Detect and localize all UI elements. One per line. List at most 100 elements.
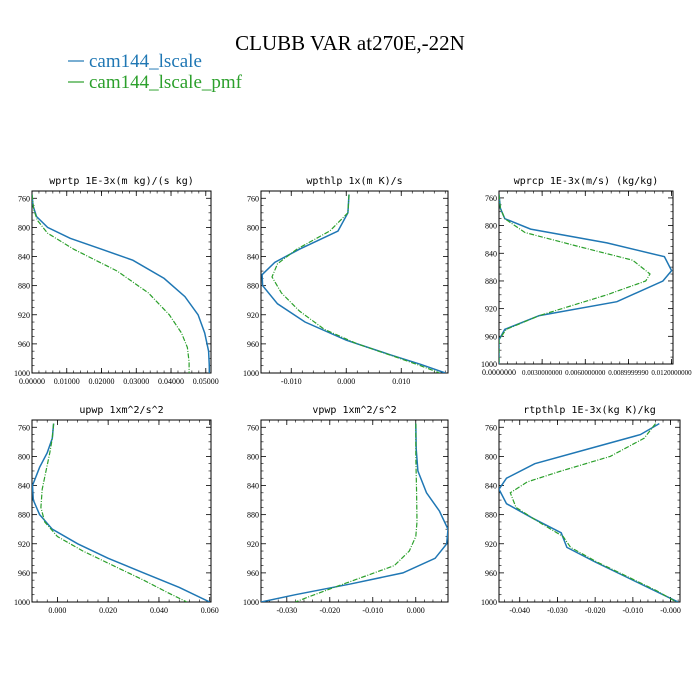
- x-tick-label: 0.0000000: [482, 368, 516, 377]
- y-tick-label: 960: [485, 569, 497, 578]
- x-tick-label: -0.010: [281, 377, 302, 386]
- x-tick-label: 0.000: [48, 606, 66, 615]
- x-tick-label: -0.010: [362, 606, 383, 615]
- y-tick-label: 960: [247, 340, 259, 349]
- figure-title: CLUBB VAR at270E,-22N: [235, 31, 465, 55]
- y-tick-label: 960: [485, 332, 497, 341]
- y-tick-label: 840: [485, 249, 497, 258]
- y-tick-label: 760: [18, 194, 30, 203]
- y-tick-label: 800: [247, 223, 259, 232]
- x-tick-label: -0.000: [660, 606, 681, 615]
- x-tick-label: 0.020: [99, 606, 117, 615]
- series-line-cam144-lscale-pmf: [271, 194, 441, 373]
- y-tick-label: 760: [485, 423, 497, 432]
- y-tick-label: 920: [485, 305, 497, 314]
- x-tick-label: 0.0089999990: [608, 369, 649, 377]
- x-tick-label: 0.03000: [123, 377, 149, 386]
- series-line-cam144-lscale-pmf: [295, 423, 418, 602]
- y-tick-label: 960: [18, 569, 30, 578]
- x-tick-label: 0.010: [392, 377, 410, 386]
- panel-3: wprcp 1E-3x(m/s) (kg/kg) 760 800 840 880 920 9…: [481, 176, 692, 377]
- x-tick-label: 0.0120000000: [651, 369, 692, 377]
- y-tick-label: 800: [18, 223, 30, 232]
- y-tick-label: 760: [485, 194, 497, 203]
- panel-5-title: vpwp 1xm^2/s^2: [312, 405, 396, 416]
- y-tick-label: 840: [18, 482, 30, 491]
- plot-frame: [498, 190, 674, 365]
- y-tick-label: 1000: [14, 369, 30, 378]
- series-line-cam144-lscale-pmf: [499, 194, 651, 364]
- y-tick-label: 960: [247, 569, 259, 578]
- y-tick-label: 920: [485, 540, 497, 549]
- y-tick-label: 1000: [481, 360, 497, 369]
- y-tick-label: 880: [18, 282, 30, 291]
- series-line-cam144-lscale-pmf: [40, 423, 188, 602]
- series-line-cam144-lscale: [499, 422, 679, 602]
- y-tick-label: 840: [247, 482, 259, 491]
- y-tick-label: 760: [18, 423, 30, 432]
- x-tick-label: -0.020: [585, 606, 606, 615]
- y-tick-label: 1000: [481, 598, 497, 607]
- x-tick-label: 0.060: [201, 606, 219, 615]
- panel-2-title: wpthlp 1x(m K)/s: [306, 176, 402, 187]
- plot-frame: [31, 419, 212, 603]
- y-tick-label: 840: [247, 253, 259, 262]
- y-tick-label: 880: [247, 511, 259, 520]
- y-tick-label: 880: [485, 511, 497, 520]
- panel-6: rtpthlp 1E-3x(kg K)/kg 760 800 840 880 920 960…: [481, 405, 681, 615]
- y-tick-label: 840: [485, 482, 497, 491]
- x-tick-label: 0.000: [337, 377, 355, 386]
- panels-area: wprtp 1E-3x(m kg)/(s kg) 760 800 840 880 920 9…: [14, 176, 692, 615]
- x-tick-label: 0.05000: [193, 377, 219, 386]
- y-tick-label: 920: [18, 540, 30, 549]
- y-tick-label: 760: [247, 423, 259, 432]
- x-tick-label: 0.00000: [19, 377, 45, 386]
- plot-frame: [498, 419, 681, 603]
- legend-label-cam144-lscale: cam144_lscale: [89, 51, 202, 72]
- x-tick-label: -0.040: [509, 606, 530, 615]
- panel-5: vpwp 1xm^2/s^2 760 800 840 880 920 960 1000 -0.0…: [243, 405, 449, 615]
- x-tick-label: 0.040: [150, 606, 168, 615]
- plot-frame: [260, 419, 449, 603]
- panel-4-title: upwp 1xm^2/s^2: [79, 405, 163, 416]
- x-tick-label: 0.04000: [158, 377, 184, 386]
- y-tick-label: 760: [247, 194, 259, 203]
- series-line-cam144-lscale: [261, 423, 448, 602]
- panel-2: wpthlp 1x(m K)/s 760 800 840 880 920 960 1000 -0…: [243, 176, 449, 386]
- x-tick-label: 0.000: [407, 606, 425, 615]
- y-tick-label: 880: [247, 282, 259, 291]
- x-tick-label: -0.030: [547, 606, 568, 615]
- plot-frame: [260, 190, 449, 374]
- y-tick-label: 920: [247, 311, 259, 320]
- panel-6-title: rtpthlp 1E-3x(kg K)/kg: [523, 405, 655, 416]
- y-tick-label: 800: [485, 222, 497, 231]
- y-tick-label: 960: [18, 340, 30, 349]
- y-tick-label: 800: [247, 452, 259, 461]
- x-tick-label: -0.010: [623, 606, 644, 615]
- y-tick-label: 1000: [243, 369, 259, 378]
- panel-4: upwp 1xm^2/s^2 760 800 840 880 920 960 1000 0.00…: [14, 405, 219, 615]
- y-tick-label: 880: [18, 511, 30, 520]
- panel-1-title: wprtp 1E-3x(m kg)/(s kg): [49, 176, 194, 187]
- x-tick-label: 0.01000: [54, 377, 80, 386]
- x-tick-label: -0.020: [319, 606, 340, 615]
- y-tick-label: 920: [18, 311, 30, 320]
- legend: cam144_lscale cam144_lscale_pmf: [68, 51, 243, 93]
- x-tick-label: 0.0030000000: [522, 369, 563, 377]
- panel-3-title: wprcp 1E-3x(m/s) (kg/kg): [514, 176, 659, 187]
- panel-1: wprtp 1E-3x(m kg)/(s kg) 760 800 840 880 920 9…: [14, 176, 219, 386]
- y-tick-label: 1000: [243, 598, 259, 607]
- y-tick-label: 800: [485, 452, 497, 461]
- y-tick-label: 880: [485, 277, 497, 286]
- x-tick-label: 0.02000: [89, 377, 115, 386]
- series-line-cam144-lscale: [32, 194, 211, 373]
- x-tick-label: 0.0060000000: [565, 369, 606, 377]
- y-tick-label: 920: [247, 540, 259, 549]
- y-tick-label: 1000: [14, 598, 30, 607]
- legend-label-cam144-lscale-pmf: cam144_lscale_pmf: [89, 72, 243, 93]
- plot-frame: [31, 190, 212, 374]
- y-tick-label: 840: [18, 253, 30, 262]
- series-line-cam144-lscale: [32, 423, 211, 602]
